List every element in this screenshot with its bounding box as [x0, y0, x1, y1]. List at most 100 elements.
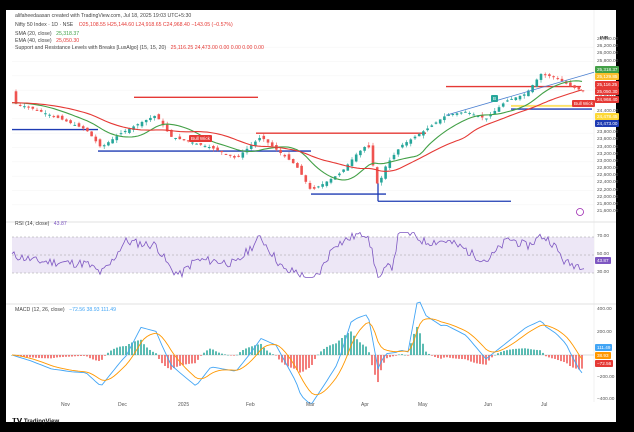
macd-histogram-bar [467, 355, 469, 361]
macd-histogram-bar [449, 355, 451, 358]
macd-histogram-bar [197, 355, 199, 360]
time-tick-label: Mar [306, 402, 315, 408]
macd-histogram-bar [347, 333, 349, 355]
candle-body [270, 142, 274, 147]
macd-histogram-bar [302, 355, 304, 372]
macd-histogram-bar [500, 351, 502, 355]
candle-body [430, 125, 434, 127]
rsi-tick-label: 70.00 [597, 234, 610, 239]
macd-histogram-bar [521, 348, 523, 355]
macd-histogram-bar [131, 342, 133, 355]
macd-histogram-bar [71, 355, 73, 357]
candle-body [434, 122, 438, 124]
candle-body [27, 106, 30, 108]
macd-histogram-bar [203, 352, 205, 355]
macd-legend[interactable]: MACD (12, 26, close) −72.56 38.93 111.49 [15, 307, 116, 313]
candle-body [132, 126, 135, 130]
chart-plot[interactable] [6, 10, 616, 422]
candle-body [48, 114, 51, 116]
macd-histogram-bar [317, 354, 319, 356]
macd-histogram-bar [32, 355, 34, 358]
macd-histogram-bar [101, 355, 103, 360]
candle-body [300, 165, 303, 175]
candle-body [392, 154, 396, 160]
macd-histogram-bar [107, 352, 109, 355]
macd-histogram-bar [179, 355, 181, 366]
candle-body [514, 97, 518, 101]
macd-histogram-bar [44, 355, 46, 359]
macd-histogram-bar [581, 355, 583, 369]
macd-histogram-bar [560, 355, 562, 362]
candle-body [464, 111, 467, 113]
candle-body [312, 187, 316, 189]
macd-histogram-bar [212, 349, 214, 355]
time-tick-label: 2025 [178, 402, 190, 408]
price-tick-label: 23,400.00 [597, 144, 619, 150]
macd-histogram-bar [185, 355, 187, 365]
candle-body [380, 177, 383, 183]
macd-histogram-bar [473, 355, 475, 363]
macd-histogram-bar [455, 355, 457, 359]
macd-histogram-bar [557, 355, 559, 361]
candle-body [233, 156, 236, 158]
candle-body [317, 186, 320, 188]
ema-label: EMA (40, close) [15, 38, 52, 44]
candle-body [111, 139, 114, 144]
rsi-legend[interactable]: RSI (14, close) 43.87 [15, 221, 67, 227]
candle-body [245, 148, 249, 153]
macd-histogram-bar [209, 348, 211, 355]
chart-frame: alifaheedaasan created with TradingView.… [6, 10, 620, 425]
macd-histogram-bar [293, 355, 295, 369]
candle-body [485, 118, 488, 120]
candle-body [86, 127, 89, 132]
macd-histogram-bar [104, 355, 106, 356]
snr-legend[interactable]: Support and Resistance Levels with Break… [15, 45, 264, 51]
bull-wick-label-1: Bull Wick [189, 135, 212, 142]
candle-body [581, 90, 585, 92]
macd-histogram-bar [263, 347, 265, 355]
candle-body [237, 155, 240, 157]
macd-histogram-bar [470, 355, 472, 362]
sma-legend[interactable]: SMA (20, close) 25,318.37 [15, 31, 79, 37]
ema-legend[interactable]: EMA (40, close) 25,050.30 [15, 38, 79, 44]
candle-body [81, 126, 85, 129]
macd-histogram-bar [545, 355, 547, 357]
macd-histogram-bar [554, 355, 556, 359]
macd-histogram-bar [254, 345, 256, 355]
price-tag: 24,473.00 [595, 120, 620, 127]
macd-histogram-bar [491, 355, 493, 358]
candle-body [426, 128, 429, 131]
macd-histogram-bar [287, 355, 289, 367]
candle-body [321, 184, 324, 187]
candle-body [527, 90, 530, 97]
price-tag: 25,116.25 [595, 81, 620, 88]
macd-histogram-bar [344, 335, 346, 355]
candle-body [573, 85, 576, 88]
macd-histogram-bar [371, 355, 373, 366]
time-tick-label: Jun [484, 402, 493, 408]
sma-label: SMA (20, close) [15, 31, 52, 37]
candle-body [266, 139, 270, 143]
macd-histogram-bar [392, 355, 394, 357]
candle-body [413, 136, 417, 139]
time-tick-label: Feb [246, 402, 255, 408]
candle-body [569, 82, 572, 87]
candle-body [73, 124, 77, 126]
price-tick-label: 22,400.00 [597, 180, 619, 186]
rsi-band [12, 237, 594, 273]
candle-body [123, 130, 127, 133]
bull-wick-label-2: Bull Wick [572, 100, 595, 107]
candle-body [510, 98, 513, 100]
candle-body [489, 114, 492, 117]
macd-histogram-bar [464, 355, 466, 360]
candle-body [35, 109, 39, 111]
price-tick-label: 22,000.00 [597, 194, 619, 200]
candle-body [119, 133, 123, 135]
macd-histogram-bar [434, 355, 436, 357]
macd-histogram-bar [542, 352, 544, 355]
candle-body [539, 74, 543, 80]
candle-body [543, 74, 547, 76]
macd-histogram-bar [578, 355, 580, 370]
macd-histogram-bar [158, 355, 160, 359]
macd-histogram-bar [479, 355, 481, 364]
